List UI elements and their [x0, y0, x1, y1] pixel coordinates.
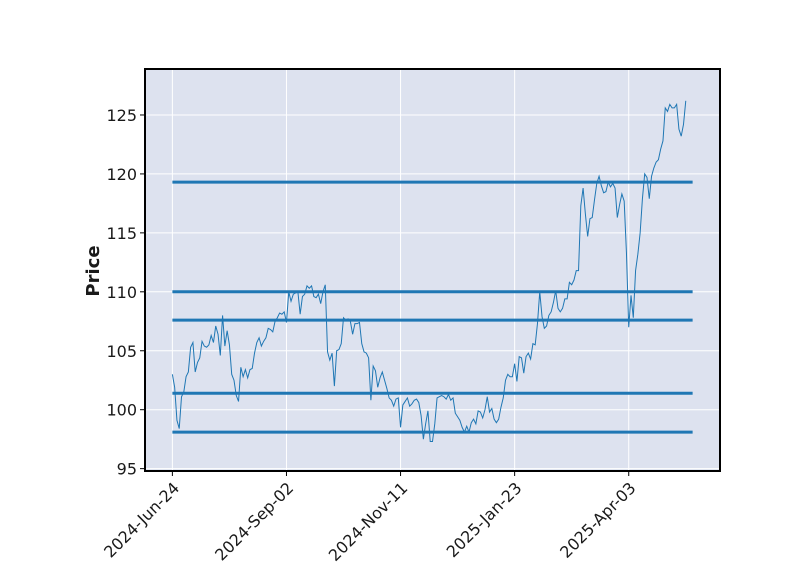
y-tick-label: 100	[106, 401, 137, 420]
price-line	[171, 100, 687, 443]
y-tick-label: 95	[117, 460, 137, 479]
y-axis: 95 100 105 110 115 120 125	[106, 106, 145, 479]
y-axis-label: Price	[83, 245, 104, 296]
y-tick-label: 105	[106, 342, 137, 361]
x-tick-label: 2024-Sep-02	[211, 478, 297, 564]
x-tick-label: 2024-Jun-24	[100, 478, 183, 561]
plot-frame	[144, 68, 721, 472]
y-tick-label: 125	[106, 106, 137, 125]
x-tick-label: 2024-Nov-11	[325, 478, 412, 565]
horizontal-levels	[172, 180, 693, 434]
x-tick-label: 2025-Apr-03	[556, 478, 639, 561]
y-tick-label: 110	[106, 283, 137, 302]
grid	[145, 69, 720, 471]
y-tick-label: 120	[106, 165, 137, 184]
y-tick-label: 115	[106, 224, 137, 243]
plot-background	[145, 69, 720, 471]
x-axis: 2024-Jun-24 2024-Sep-02 2024-Nov-11 2025-Ja…	[100, 471, 640, 565]
x-tick-label: 2025-Jan-23	[443, 478, 526, 561]
